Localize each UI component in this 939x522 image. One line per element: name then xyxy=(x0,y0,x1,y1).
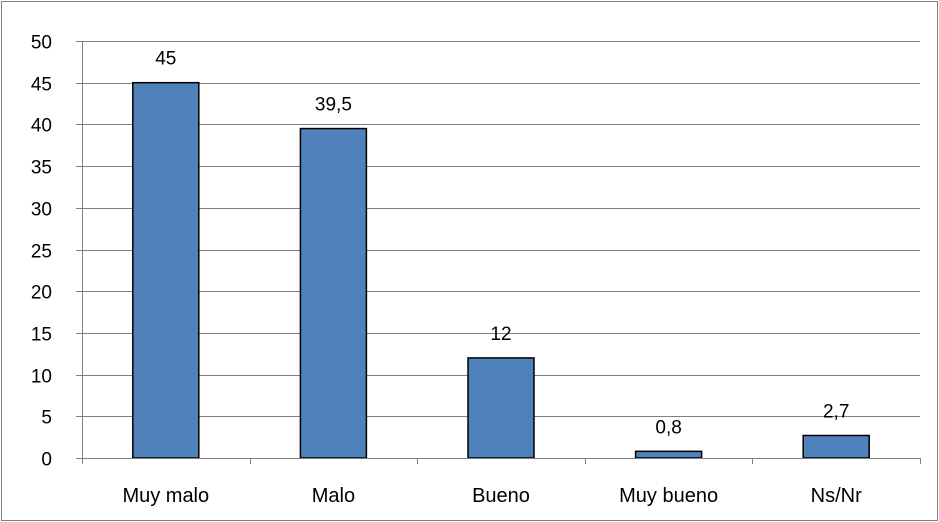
category-label: Muy bueno xyxy=(619,485,718,507)
y-tick-label: 45 xyxy=(31,75,52,96)
y-tick-label: 0 xyxy=(41,450,52,471)
x-axis-category-labels: Muy malo Malo Bueno Muy bueno Ns/Nr xyxy=(122,485,862,507)
category-label: Bueno xyxy=(472,485,530,507)
bars xyxy=(132,81,870,459)
bar-muy-bueno xyxy=(634,450,703,459)
y-tick-label: 20 xyxy=(31,283,52,304)
y-tick-label: 15 xyxy=(31,325,52,346)
y-axis-ticks: 0 5 10 15 20 25 30 35 40 45 50 xyxy=(31,33,82,471)
data-labels: 45 39,5 12 0,8 2,7 xyxy=(155,49,849,439)
category-label: Ns/Nr xyxy=(811,485,862,507)
bar-ns-nr xyxy=(802,434,870,459)
data-label: 2,7 xyxy=(823,401,849,422)
gridlines xyxy=(82,41,920,417)
y-tick-label: 5 xyxy=(41,408,52,429)
y-tick-label: 50 xyxy=(31,33,52,54)
axes xyxy=(82,41,921,464)
y-tick-label: 25 xyxy=(31,242,52,263)
y-tick-label: 10 xyxy=(31,367,52,388)
bar-malo xyxy=(299,127,368,459)
bar-muy-malo xyxy=(132,81,200,459)
data-label: 12 xyxy=(490,324,511,345)
category-label: Muy malo xyxy=(122,485,209,507)
bar-bueno xyxy=(467,357,535,459)
category-label: Malo xyxy=(312,485,355,507)
data-label: 45 xyxy=(155,49,176,70)
data-label: 0,8 xyxy=(655,417,681,438)
y-tick-label: 30 xyxy=(31,200,52,221)
y-tick-label: 40 xyxy=(31,116,52,137)
data-label: 39,5 xyxy=(315,95,352,116)
y-tick-label: 35 xyxy=(31,158,52,179)
